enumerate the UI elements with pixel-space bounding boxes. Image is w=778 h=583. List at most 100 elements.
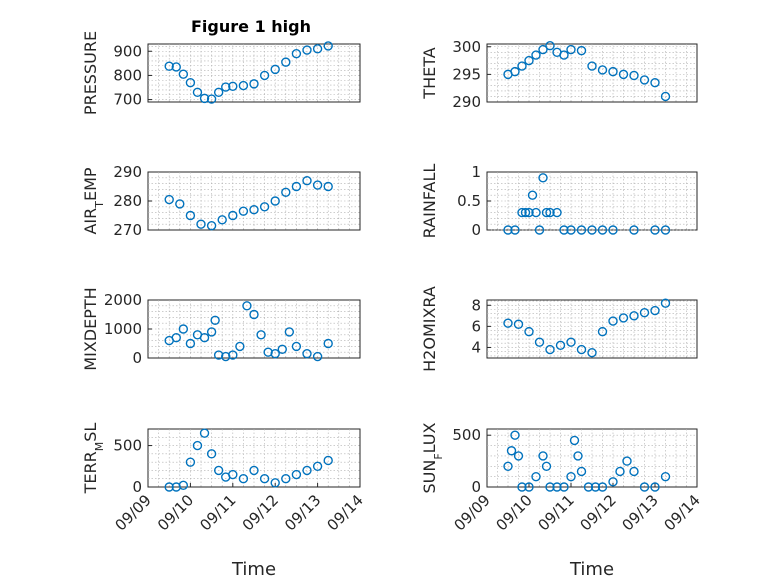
data-point [270, 478, 280, 488]
data-point [503, 225, 513, 235]
x-tick-label: 09/10 [493, 491, 536, 534]
data-point [213, 87, 224, 98]
y-axis-label: SUNFLUX [420, 422, 445, 493]
y-axis-label: AIRTEMP [81, 167, 106, 234]
data-point [312, 180, 323, 190]
y-tick-label: 280 [113, 192, 142, 210]
data-point [615, 466, 625, 477]
x-tick-label: 09/11 [535, 491, 578, 534]
data-point [164, 482, 174, 492]
y-tick-label: 300 [452, 38, 481, 56]
data-point [517, 61, 527, 71]
data-point [534, 337, 545, 347]
data-point [513, 451, 524, 461]
data-point [517, 482, 527, 492]
data-point [531, 207, 541, 218]
y-tick-label: 290 [113, 163, 142, 181]
data-point [281, 474, 291, 484]
x-axis-label: Time [231, 559, 276, 580]
data-point [538, 44, 548, 55]
data-point [629, 225, 639, 235]
x-tick-label: 09/14 [324, 491, 367, 534]
data-point [531, 50, 541, 60]
data-point [192, 87, 203, 98]
y-tick-label: 4 [471, 338, 481, 356]
y-tick-label: 295 [452, 65, 481, 83]
data-point [312, 351, 323, 362]
data-point [559, 50, 569, 60]
y-tick-label: 1 [471, 163, 481, 181]
data-point [192, 440, 203, 451]
data-point [545, 482, 555, 492]
data-point [587, 225, 597, 235]
y-tick-label: 0 [471, 478, 481, 496]
data-point [249, 79, 259, 89]
data-point [576, 225, 587, 235]
data-point [503, 318, 513, 328]
x-tick-label: 09/12 [577, 491, 620, 534]
data-point [259, 202, 270, 212]
data-point [228, 210, 238, 221]
data-point [270, 348, 280, 359]
data-point [538, 451, 548, 461]
data-point [213, 350, 224, 360]
data-point [178, 480, 189, 491]
data-point [510, 66, 520, 77]
data-point [228, 469, 238, 480]
y-tick-label: 900 [113, 42, 142, 60]
data-point [629, 70, 639, 81]
data-point [660, 298, 671, 308]
data-point [206, 220, 217, 231]
data-point [291, 341, 302, 352]
data-point [164, 194, 174, 205]
data-point [573, 451, 583, 461]
data-point [323, 181, 333, 192]
x-tick-label: 09/14 [661, 491, 704, 534]
data-point [235, 341, 245, 352]
data-point [566, 225, 576, 235]
data-point [650, 482, 660, 492]
y-tick-label: 1000 [104, 320, 142, 338]
y-axis-label: TERRMSL [81, 423, 106, 495]
data-point [178, 69, 189, 79]
data-point [185, 77, 196, 88]
data-point [629, 466, 639, 477]
data-point [590, 482, 601, 492]
data-point [199, 93, 210, 104]
data-point [206, 327, 217, 337]
data-point [555, 340, 566, 351]
data-point [559, 225, 569, 235]
data-point [660, 471, 671, 482]
y-tick-label: 700 [113, 91, 142, 109]
x-tick-label: 09/09 [451, 491, 494, 534]
data-point [263, 347, 273, 357]
data-point [618, 313, 629, 323]
data-point [527, 190, 538, 200]
figure-title: Figure 1 high [191, 17, 311, 36]
data-point [576, 45, 587, 56]
data-point [284, 327, 295, 337]
data-point [238, 80, 249, 91]
data-point [559, 482, 569, 492]
y-tick-label: 500 [113, 437, 142, 455]
data-point [597, 482, 608, 492]
data-point [302, 175, 312, 186]
y-axis-label: PRESSURE [81, 31, 100, 115]
data-point [566, 471, 576, 482]
data-point [576, 466, 587, 477]
data-point [171, 333, 181, 343]
x-tick-label: 09/12 [239, 491, 282, 534]
data-point [323, 338, 333, 349]
data-point [608, 225, 618, 235]
y-axis-label: RAINFALL [420, 164, 439, 239]
data-point [178, 324, 189, 334]
data-point [199, 333, 210, 343]
data-point [323, 41, 333, 51]
data-point [650, 77, 660, 88]
data-point [175, 199, 185, 209]
data-point [639, 75, 650, 85]
data-point [622, 456, 632, 466]
